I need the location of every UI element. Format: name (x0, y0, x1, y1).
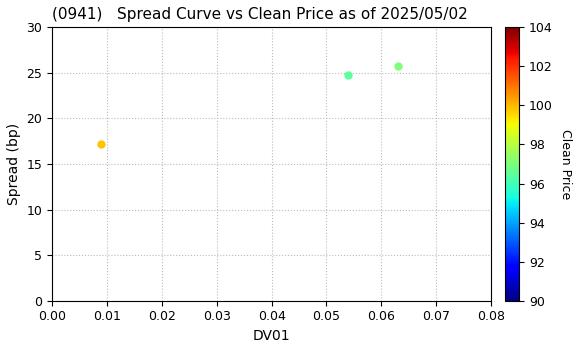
Text: (0941)   Spread Curve vs Clean Price as of 2025/05/02: (0941) Spread Curve vs Clean Price as of… (52, 7, 468, 22)
Point (393, 64, 403, 69)
Point (344, 72, 353, 77)
Y-axis label: Spread (bp): Spread (bp) (7, 123, 21, 205)
Point (97, 141, 106, 147)
Y-axis label: Clean Price: Clean Price (559, 129, 572, 199)
X-axis label: DV01: DV01 (253, 329, 291, 343)
